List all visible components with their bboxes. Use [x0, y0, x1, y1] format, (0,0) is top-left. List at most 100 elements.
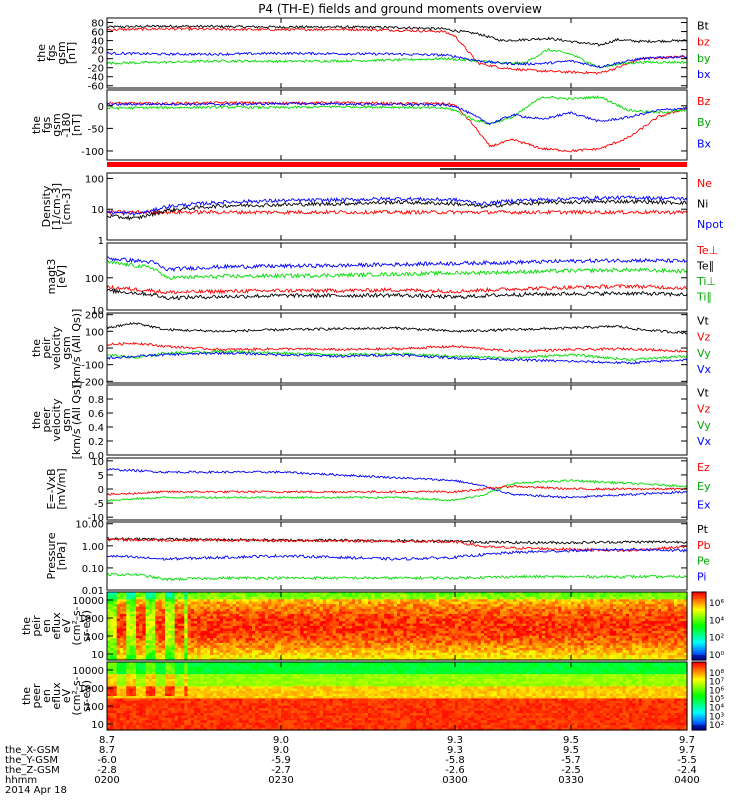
heatmap-cell	[493, 604, 498, 608]
heatmap-cell	[629, 599, 633, 603]
heatmap-cell	[245, 635, 250, 639]
heatmap-cell	[467, 630, 472, 634]
heatmap-cell	[184, 655, 189, 659]
heatmap-cell	[490, 628, 495, 632]
heatmap-cell	[548, 609, 553, 612]
heatmap-cell	[168, 616, 172, 620]
heatmap-cell	[532, 594, 537, 598]
heatmap-cell	[139, 643, 143, 646]
heatmap-cell	[226, 640, 230, 644]
heatmap-cell	[319, 640, 324, 644]
heatmap-cell	[384, 626, 388, 629]
heatmap-cell	[119, 657, 124, 661]
heatmap-cell	[213, 609, 218, 612]
heatmap-cell	[287, 650, 292, 654]
heatmap-cell	[119, 621, 124, 625]
heatmap-cell	[107, 623, 111, 627]
heatmap-cell	[255, 621, 259, 625]
heatmap-cell	[419, 655, 424, 659]
heatmap-cell	[139, 650, 143, 654]
heatmap-cell	[245, 601, 250, 605]
heatmap-cell	[210, 594, 214, 598]
heatmap-cell	[400, 655, 404, 659]
heatmap-cell	[148, 618, 153, 622]
heatmap-cell	[500, 609, 504, 612]
heatmap-cell	[171, 596, 176, 600]
heatmap-cell	[326, 621, 330, 625]
heatmap-cell	[119, 630, 124, 634]
heatmap-cell	[139, 596, 143, 600]
heatmap-cell	[513, 626, 517, 629]
heatmap-cell	[152, 652, 156, 656]
heatmap-cell	[616, 596, 620, 600]
heatmap-cell	[187, 606, 192, 610]
heatmap-cell	[397, 601, 401, 605]
heatmap-cell	[426, 596, 430, 600]
heatmap-cell	[509, 643, 514, 646]
heatmap-cell	[219, 621, 224, 625]
heatmap-cell	[619, 611, 624, 615]
heatmap-cell	[593, 609, 598, 612]
heatmap-cell	[619, 618, 624, 622]
heatmap-cell	[471, 592, 475, 595]
heatmap-cell	[542, 621, 546, 625]
heatmap-cell	[397, 604, 401, 608]
heatmap-cell	[110, 594, 114, 598]
heatmap-cell	[364, 643, 369, 646]
heatmap-cell	[612, 643, 617, 646]
heatmap-cell	[635, 633, 640, 637]
heatmap-cell	[342, 596, 346, 600]
heatmap-cell	[232, 626, 237, 629]
heatmap-cell	[577, 611, 582, 615]
heatmap-cell	[380, 647, 385, 651]
heatmap-cell	[387, 647, 392, 651]
heatmap-cell	[432, 613, 437, 617]
heatmap-cell	[438, 611, 443, 615]
heatmap-cell	[322, 647, 327, 651]
heatmap-cell	[348, 635, 353, 639]
heatmap-cell	[239, 596, 243, 600]
heatmap-cell	[268, 616, 272, 620]
heatmap-cell	[545, 626, 549, 629]
heatmap-cell	[612, 606, 617, 610]
heatmap-cell	[406, 652, 411, 656]
heatmap-cell	[158, 616, 163, 620]
heatmap-cell	[564, 635, 569, 639]
heatmap-cell	[274, 635, 279, 639]
heatmap-cell	[567, 635, 572, 639]
heatmap-cell	[358, 609, 363, 612]
heatmap-cell	[184, 647, 189, 651]
heatmap-cell	[413, 599, 417, 603]
heatmap-cell	[603, 621, 607, 625]
heatmap-cell	[235, 613, 240, 617]
heatmap-cell	[239, 630, 243, 634]
heatmap-cell	[239, 618, 243, 622]
heatmap-cell	[567, 621, 572, 625]
y-tick-label: 0.8	[88, 395, 104, 406]
heatmap-cell	[310, 650, 314, 654]
heatmap-cell	[194, 657, 198, 661]
heatmap-cell	[216, 618, 221, 622]
heatmap-cell	[293, 628, 298, 632]
heatmap-cell	[522, 628, 527, 632]
heatmap-cell	[197, 633, 201, 637]
heatmap-cell	[258, 618, 263, 622]
heatmap-cell	[110, 655, 114, 659]
heatmap-cell	[326, 638, 330, 642]
heatmap-cell	[284, 630, 288, 634]
heatmap-cell	[229, 613, 234, 617]
heatmap-cell	[226, 609, 230, 612]
heatmap-cell	[529, 604, 533, 608]
heatmap-cell	[400, 647, 404, 651]
heatmap-cell	[590, 609, 595, 612]
heatmap-cell	[612, 623, 617, 627]
heatmap-cell	[158, 623, 163, 627]
heatmap-cell	[277, 650, 282, 654]
heatmap-cell	[600, 633, 604, 637]
heatmap-cell	[194, 599, 198, 603]
heatmap-cell	[371, 613, 375, 617]
heatmap-cell	[345, 635, 350, 639]
heatmap-cell	[277, 647, 282, 651]
heatmap-cell	[264, 594, 269, 598]
heatmap-cell	[516, 592, 520, 595]
